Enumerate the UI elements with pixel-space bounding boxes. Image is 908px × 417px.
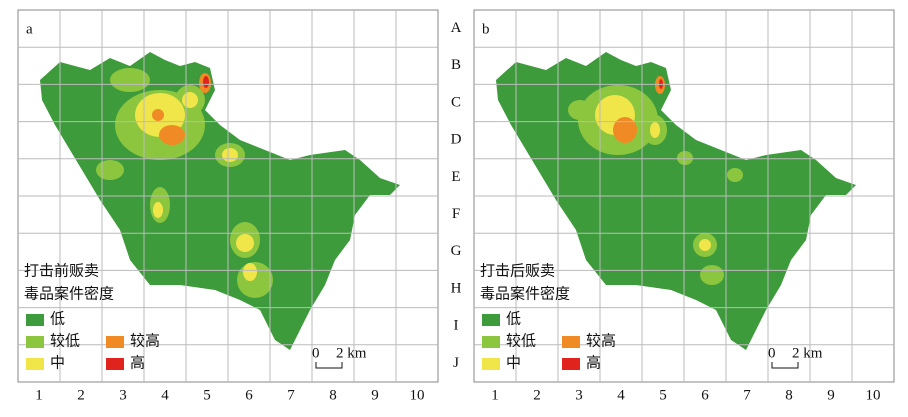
column-label: 1 bbox=[35, 387, 43, 403]
column-label: 7 bbox=[287, 387, 295, 403]
legend-title: 打击后贩卖 bbox=[480, 262, 555, 279]
column-label: 4 bbox=[161, 387, 169, 403]
row-label: A bbox=[451, 20, 462, 36]
row-label: B bbox=[451, 57, 461, 73]
legend-label: 中 bbox=[50, 354, 65, 371]
legend-swatch bbox=[562, 336, 580, 348]
column-label: 2 bbox=[77, 387, 85, 403]
row-label: C bbox=[451, 94, 461, 110]
column-label: 2 bbox=[533, 387, 541, 403]
legend-label: 中 bbox=[506, 354, 521, 371]
legend-swatch bbox=[26, 314, 44, 326]
legend-swatch bbox=[106, 358, 124, 370]
column-label: 9 bbox=[827, 387, 835, 403]
column-label: 8 bbox=[329, 387, 337, 403]
scale-bar bbox=[771, 362, 799, 369]
grid bbox=[18, 10, 894, 382]
legend-title: 毒品案件密度 bbox=[24, 284, 114, 302]
row-label: G bbox=[451, 243, 462, 259]
column-label: 3 bbox=[119, 387, 127, 403]
row-label: F bbox=[452, 206, 460, 222]
legend-label: 较高 bbox=[586, 331, 616, 349]
row-label: E bbox=[451, 169, 460, 185]
legend-swatch bbox=[562, 358, 580, 370]
scale-end: 2 km bbox=[336, 345, 367, 361]
legend-label: 高 bbox=[586, 354, 601, 371]
panel-label: b bbox=[482, 21, 490, 37]
legend-label: 低 bbox=[506, 310, 521, 327]
column-label: 7 bbox=[743, 387, 751, 403]
legend-swatch bbox=[26, 336, 44, 348]
row-label: D bbox=[451, 132, 462, 148]
legend-swatch bbox=[482, 314, 500, 326]
row-label: H bbox=[451, 280, 462, 296]
legend-label: 较低 bbox=[506, 331, 536, 349]
row-label: I bbox=[454, 318, 459, 334]
column-label: 5 bbox=[659, 387, 667, 403]
scale-bar bbox=[315, 362, 343, 369]
column-label: 5 bbox=[203, 387, 211, 403]
legend-swatch bbox=[26, 358, 44, 370]
column-label: 8 bbox=[785, 387, 793, 403]
column-label: 6 bbox=[245, 387, 253, 403]
legend-label: 高 bbox=[130, 354, 145, 371]
column-label: 3 bbox=[575, 387, 583, 403]
scale-start: 0 bbox=[312, 345, 320, 361]
column-label: 10 bbox=[866, 387, 881, 403]
legend-label: 低 bbox=[50, 310, 65, 327]
panel-label: a bbox=[26, 21, 33, 37]
legend-label: 较低 bbox=[50, 331, 80, 349]
column-label: 1 bbox=[491, 387, 499, 403]
row-label: J bbox=[453, 355, 459, 371]
legend-swatch bbox=[482, 336, 500, 348]
legend-title: 毒品案件密度 bbox=[480, 284, 570, 302]
scale-end: 2 km bbox=[792, 345, 823, 361]
density-areas bbox=[96, 68, 273, 298]
legend-swatch bbox=[482, 358, 500, 370]
legend-title: 打击前贩卖 bbox=[24, 262, 99, 279]
column-label: 6 bbox=[701, 387, 709, 403]
legend-swatch bbox=[106, 336, 124, 348]
density-areas bbox=[568, 76, 743, 285]
column-label: 9 bbox=[371, 387, 379, 403]
scale-start: 0 bbox=[768, 345, 776, 361]
column-label: 4 bbox=[617, 387, 625, 403]
legend-label: 较高 bbox=[130, 331, 160, 349]
column-label: 10 bbox=[410, 387, 425, 403]
